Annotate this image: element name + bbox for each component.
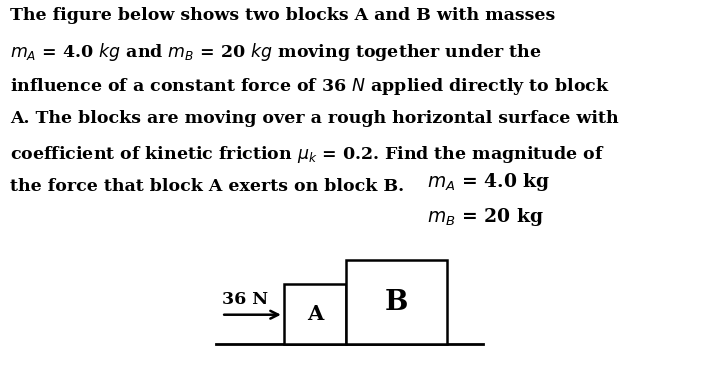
Text: $m_B$ = 20 kg: $m_B$ = 20 kg bbox=[428, 207, 544, 229]
Text: the force that block A exerts on block B.: the force that block A exerts on block B… bbox=[10, 178, 404, 196]
Bar bbox=[346, 260, 447, 344]
Text: A. The blocks are moving over a rough horizontal surface with: A. The blocks are moving over a rough ho… bbox=[10, 110, 618, 127]
Text: $m_A$ = 4.0 $kg$ and $m_B$ = 20 $kg$ moving together under the: $m_A$ = 4.0 $kg$ and $m_B$ = 20 $kg$ mov… bbox=[10, 42, 541, 64]
Text: coefficient of kinetic friction $\mu_k$ = 0.2. Find the magnitude of: coefficient of kinetic friction $\mu_k$ … bbox=[10, 144, 604, 165]
Bar bbox=[285, 283, 346, 344]
Text: $m_A$ = 4.0 kg: $m_A$ = 4.0 kg bbox=[428, 171, 551, 193]
Text: influence of a constant force of 36 $N$ applied directly to block: influence of a constant force of 36 $N$ … bbox=[10, 76, 610, 97]
Text: A: A bbox=[307, 304, 323, 324]
Text: The figure below shows two blocks A and B with masses: The figure below shows two blocks A and … bbox=[10, 7, 555, 24]
Text: 36 N: 36 N bbox=[222, 290, 268, 308]
Text: B: B bbox=[385, 289, 408, 316]
